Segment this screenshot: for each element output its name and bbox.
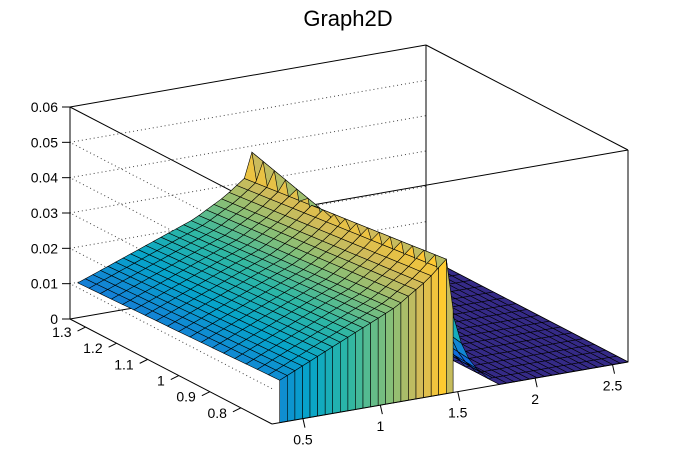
x-tick-label: 1.5 — [448, 405, 468, 421]
y-tick-label: 1.3 — [52, 324, 72, 340]
z-tick-label: 0.06 — [31, 99, 58, 115]
surface-front-panel — [400, 295, 409, 402]
surface-front-panel — [392, 302, 402, 404]
z-gridline-back — [69, 115, 427, 179]
y-tick — [108, 342, 117, 348]
surface-front-panel — [347, 331, 356, 412]
surface-front-panel — [415, 282, 424, 400]
x-tick — [612, 364, 616, 374]
y-tick-label: 1.2 — [83, 340, 103, 356]
y-tick-label: 0.8 — [207, 405, 227, 421]
z-tick-label: 0.02 — [31, 240, 58, 256]
axis-ticks: 0.5 1 1.5 2 2.5 1.3 1.2 1.1 1 0.9 0.8 0 0.01 0.02 0.03… — [31, 99, 623, 448]
z-tick-label: 0.04 — [31, 170, 58, 186]
x-tick — [534, 378, 538, 388]
surface-front-panel — [355, 327, 364, 410]
z-tick-label: 0.05 — [31, 134, 58, 150]
x-tick — [302, 418, 306, 428]
surface-front-panel — [279, 374, 288, 424]
surface-front-panel — [309, 355, 318, 418]
surface-front-panel — [362, 322, 371, 409]
right-top-edge — [425, 44, 629, 151]
y-tick-label: 1.1 — [114, 356, 134, 372]
chart-title: Graph2D — [303, 6, 392, 31]
x-tick-label: 2.5 — [603, 378, 623, 394]
surface-front-panel — [339, 336, 349, 413]
surface-front-panel — [430, 266, 440, 397]
surface-front-panel — [332, 341, 341, 414]
x-tick-label: 2 — [531, 391, 539, 407]
x-tick-label: 0.5 — [293, 432, 313, 448]
y-tick — [77, 326, 86, 332]
surface-front-panel — [377, 312, 387, 406]
surface-front-panel — [438, 258, 447, 396]
surface-front-panel — [324, 346, 334, 416]
surface-front-panel — [423, 274, 432, 398]
y-tick-label: 1 — [157, 373, 165, 389]
surface-front-panel — [286, 370, 296, 422]
front-top-edge — [271, 149, 629, 213]
back-top-edge — [69, 44, 427, 108]
surface-plot — [77, 151, 629, 424]
z-tick-label: 0.01 — [31, 276, 58, 292]
y-tick — [232, 407, 242, 413]
surface-front-panel — [370, 317, 379, 408]
y-tick — [139, 358, 148, 364]
x-axis-line — [271, 361, 629, 425]
x-tick — [457, 391, 461, 401]
z-tick-label: 0 — [50, 311, 58, 327]
surface-front-panel — [385, 308, 394, 405]
surface-front-panel — [408, 289, 417, 401]
z-gridline-back — [69, 79, 427, 143]
surface-front-panel — [317, 351, 326, 417]
x-tick-label: 1 — [376, 418, 384, 434]
y-tick-label: 0.9 — [176, 389, 196, 405]
surface-front-panel — [294, 365, 303, 421]
y-tick — [201, 391, 211, 397]
z-tick-label: 0.03 — [31, 205, 58, 221]
y-tick — [170, 375, 179, 380]
x-tick — [379, 405, 383, 415]
surface-front-panel — [302, 360, 311, 420]
y-axis-line — [69, 318, 273, 425]
